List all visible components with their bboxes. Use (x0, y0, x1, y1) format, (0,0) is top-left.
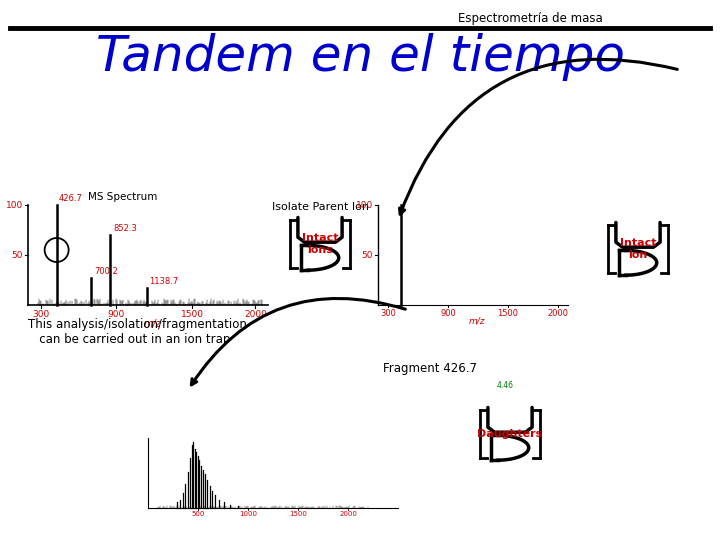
Text: 700.2: 700.2 (94, 267, 118, 276)
Text: 4.46: 4.46 (497, 381, 513, 389)
Text: 100: 100 (356, 200, 373, 210)
Text: 1500: 1500 (498, 309, 518, 318)
Text: 2000: 2000 (244, 310, 267, 319)
Text: 852.3: 852.3 (113, 224, 138, 233)
Text: m/z: m/z (144, 319, 162, 329)
Text: 100: 100 (6, 200, 23, 210)
Text: can be carried out in an ion trap: can be carried out in an ion trap (28, 333, 230, 346)
Text: 1000: 1000 (239, 511, 257, 517)
Text: Isolate Parent Ion: Isolate Parent Ion (271, 202, 369, 212)
Text: 50: 50 (12, 251, 23, 260)
Text: 2000: 2000 (339, 511, 357, 517)
Text: 426.7: 426.7 (58, 194, 83, 203)
Text: 1500: 1500 (181, 310, 204, 319)
Text: m/z: m/z (469, 317, 485, 326)
Text: Tandem en el tiempo: Tandem en el tiempo (96, 33, 624, 81)
Text: 1500: 1500 (289, 511, 307, 517)
Text: Daughters: Daughters (477, 429, 543, 439)
Text: 50: 50 (361, 251, 373, 260)
Text: 500: 500 (192, 511, 204, 517)
Text: 900: 900 (108, 310, 125, 319)
Text: 300: 300 (380, 309, 396, 318)
Text: Intact
ions: Intact ions (302, 233, 338, 255)
Text: Intact
ion: Intact ion (620, 238, 656, 260)
Text: Espectrometría de masa: Espectrometría de masa (458, 12, 603, 25)
Text: This analysis/isolation/fragmentation: This analysis/isolation/fragmentation (28, 318, 247, 331)
Text: MS Spectrum: MS Spectrum (88, 192, 158, 202)
Text: 1138.7: 1138.7 (150, 277, 179, 286)
Text: 300: 300 (32, 310, 49, 319)
Text: 2000: 2000 (547, 309, 569, 318)
Text: 900: 900 (440, 309, 456, 318)
Text: Fragment 426.7: Fragment 426.7 (383, 362, 477, 375)
